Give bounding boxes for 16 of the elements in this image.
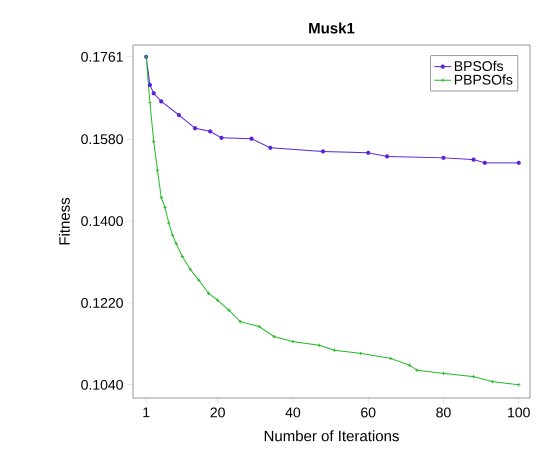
y-tick-label: 0.1400	[81, 216, 123, 226]
x-tick-label: 80	[436, 408, 451, 418]
legend-label: BPSOfs	[454, 60, 504, 72]
y-tick-label: 0.1580	[81, 134, 123, 144]
x-tick-label: 100	[508, 408, 530, 418]
y-tick-label: 0.1220	[81, 298, 123, 308]
legend-label: PBPSOfs	[454, 74, 512, 85]
x-tick-label: 20	[210, 408, 225, 418]
chart-title: Musk1	[309, 22, 354, 34]
x-tick-label: 60	[361, 408, 376, 418]
y-tick-label: 0.1040	[81, 380, 123, 390]
y-axis-title: Fitness	[58, 198, 70, 244]
x-axis-title: Number of Iterations	[264, 430, 399, 442]
x-tick-label: 40	[285, 408, 300, 418]
y-tick-label: 0.1761	[81, 52, 123, 62]
x-tick-label: 1	[143, 408, 150, 418]
